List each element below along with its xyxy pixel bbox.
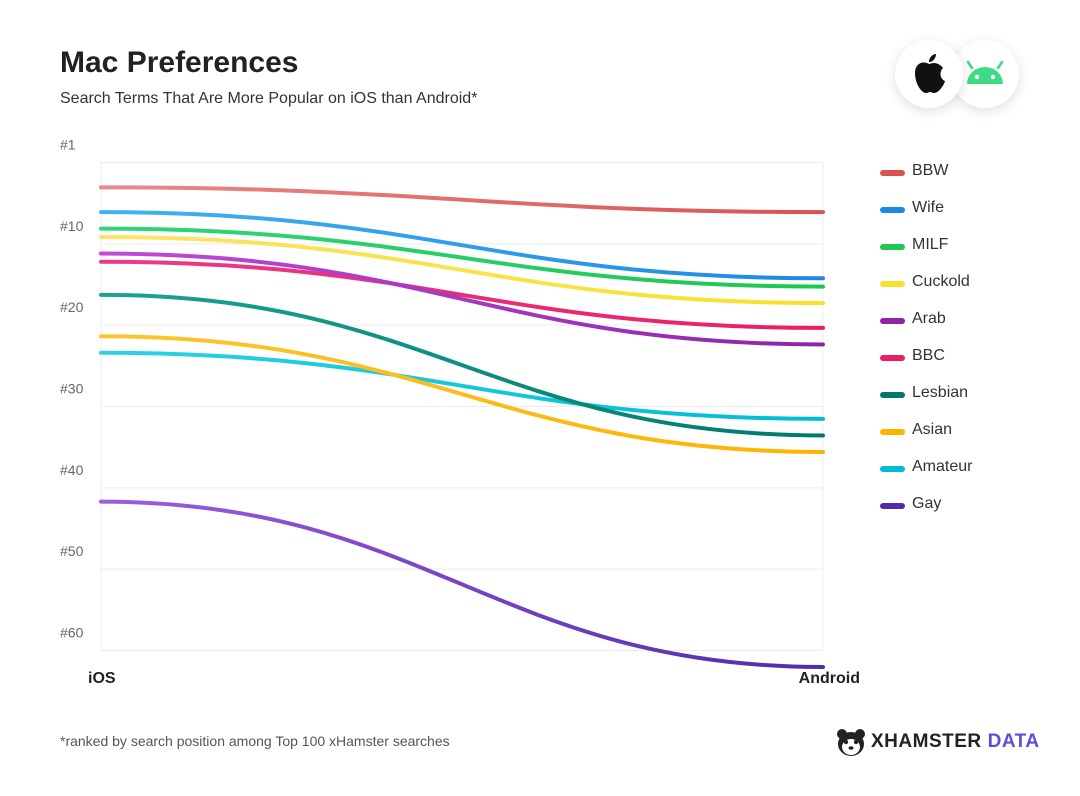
series-line-gay — [99, 499, 825, 670]
legend-swatch — [880, 170, 905, 176]
legend-swatch — [880, 207, 905, 213]
y-tick-label: #10 — [60, 218, 84, 234]
series-line-milf — [99, 226, 825, 289]
legend-swatch — [880, 281, 905, 287]
y-tick-label: #40 — [60, 462, 84, 478]
y-tick-label: #30 — [60, 381, 84, 397]
footnote: *ranked by search position among Top 100… — [60, 733, 450, 749]
brand-name: XHAMSTER — [871, 731, 982, 752]
legend-swatch — [880, 466, 905, 472]
series-line-bbc — [99, 259, 825, 330]
hamster-logo-icon — [837, 729, 865, 756]
series-line-cuckold — [99, 234, 825, 306]
legend-label: Gay — [912, 495, 942, 512]
y-tick-label: #20 — [60, 299, 84, 315]
series-line-lesbian — [99, 292, 825, 438]
legend-swatch — [880, 429, 905, 435]
legend-label: Wife — [912, 199, 944, 216]
series-line-arab — [99, 251, 825, 347]
legend-swatch — [880, 244, 905, 250]
platform-badges — [895, 40, 1025, 112]
legend-label: MILF — [912, 236, 949, 253]
apple-badge — [895, 40, 963, 108]
legend-label: Lesbian — [912, 384, 969, 401]
brand-logo: XHAMSTER DATA — [835, 726, 1040, 758]
chart-title: Mac Preferences — [60, 46, 299, 79]
legend-label: Amateur — [912, 458, 973, 475]
legend-label: BBW — [912, 162, 949, 179]
legend-label: Arab — [912, 310, 946, 327]
legend-swatch — [880, 503, 905, 509]
x-tick-label: Android — [799, 670, 860, 687]
legend-label: Asian — [912, 421, 953, 438]
series-line-bbw — [99, 185, 825, 215]
y-tick-label: #50 — [60, 543, 84, 559]
y-tick-label: #60 — [60, 625, 84, 641]
android-icon — [966, 60, 1004, 84]
series-line-amateur — [99, 350, 825, 421]
series-line-wife — [99, 210, 825, 281]
legend-swatch — [880, 392, 905, 398]
y-tick-label: #1 — [60, 137, 76, 153]
series-line-asian — [99, 334, 825, 454]
legend-label: BBC — [912, 347, 945, 364]
x-tick-label: iOS — [88, 670, 116, 687]
legend-label: Cuckold — [912, 273, 970, 290]
brand-accent: DATA — [987, 731, 1040, 752]
chart-subtitle: Search Terms That Are More Popular on iO… — [60, 90, 478, 107]
legend-swatch — [880, 318, 905, 324]
legend-swatch — [880, 355, 905, 361]
apple-icon — [915, 54, 945, 93]
